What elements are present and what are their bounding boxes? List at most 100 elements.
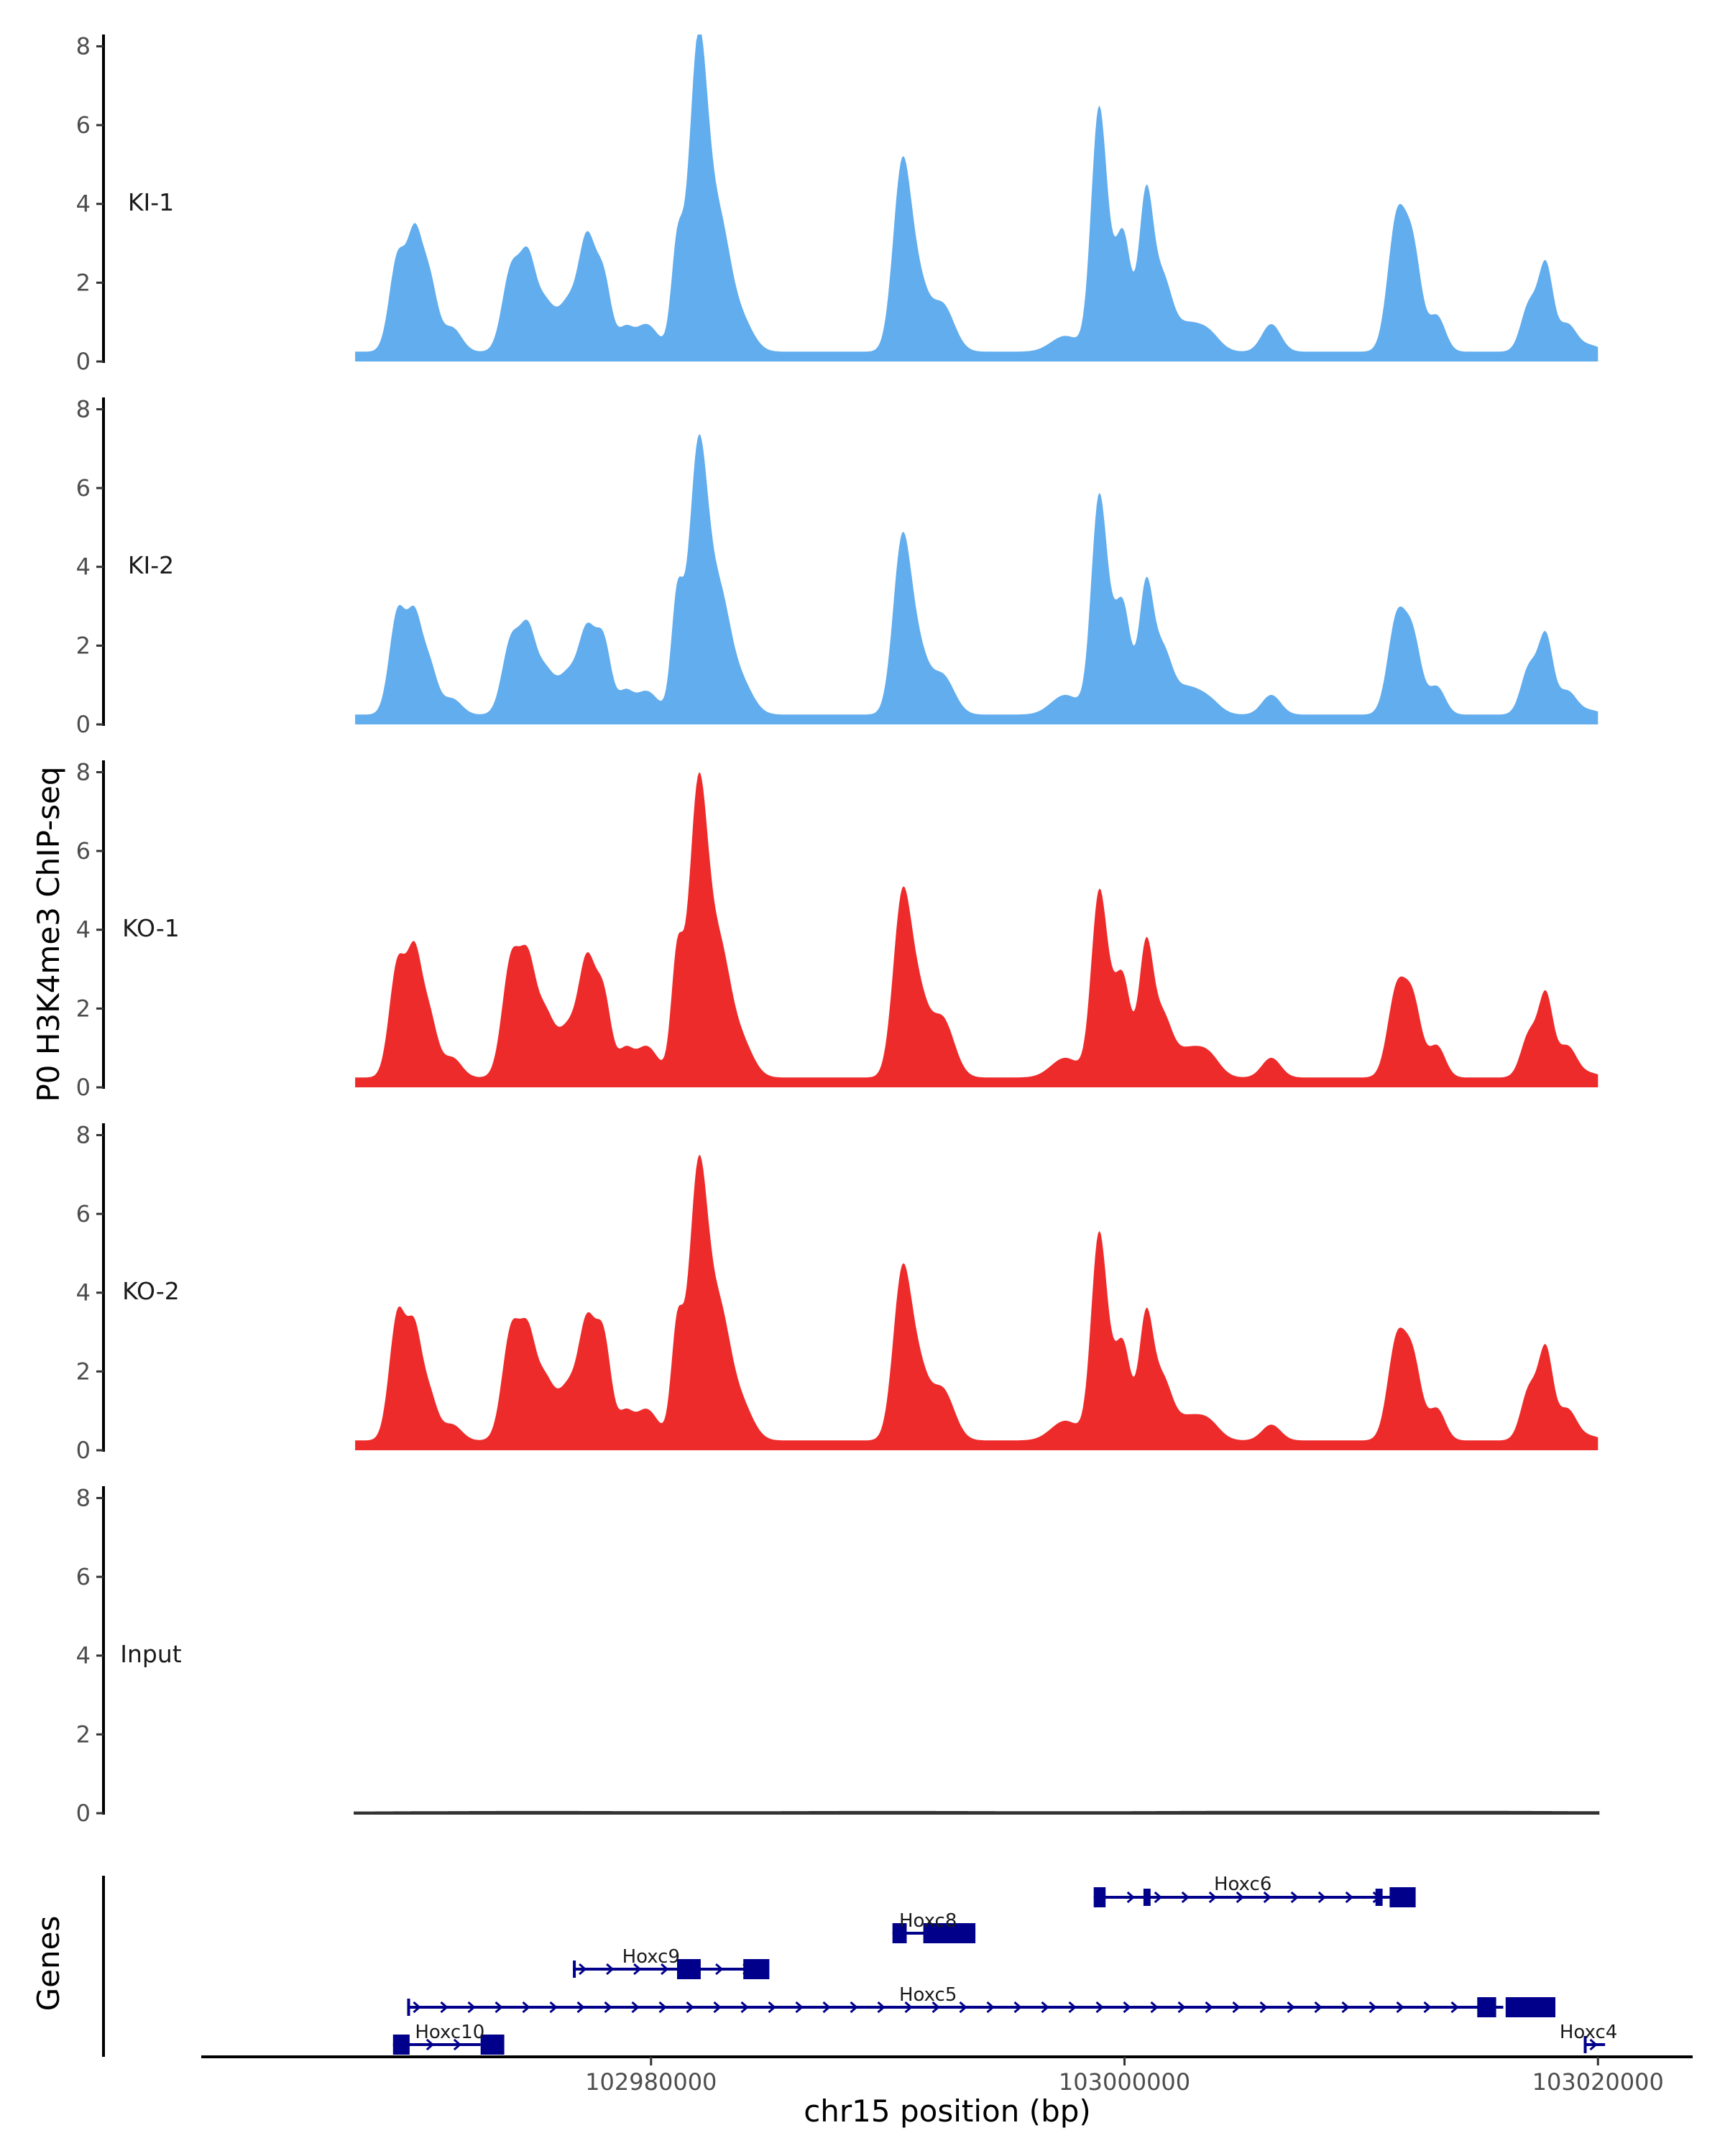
gene-hoxc5: Hoxc5 bbox=[407, 1984, 1555, 2017]
strand-arrow bbox=[1368, 2001, 1377, 2014]
track-panel-input: 0 2 4 6 8 Input bbox=[76, 1484, 1600, 1827]
strand-arrow bbox=[1236, 1891, 1244, 1904]
gene-exon bbox=[407, 1999, 410, 2016]
y-tick-label: 6 bbox=[76, 111, 91, 139]
y-tick-label: 2 bbox=[76, 632, 91, 659]
strand-arrow bbox=[1450, 2001, 1459, 2014]
y-tick-label: 2 bbox=[76, 269, 91, 296]
gene-label: Hoxc8 bbox=[899, 1910, 957, 1932]
gene-hoxc6: Hoxc6 bbox=[1093, 1874, 1416, 1907]
strand-arrow bbox=[1041, 2001, 1049, 2014]
strand-arrow bbox=[661, 1963, 669, 1976]
strand-arrow bbox=[1095, 2001, 1104, 2014]
strand-arrow bbox=[1589, 2038, 1598, 2051]
track-label: KI-2 bbox=[128, 551, 174, 579]
strand-arrow bbox=[986, 2001, 995, 2014]
gene-exon bbox=[1093, 1887, 1106, 1907]
strand-arrow bbox=[1290, 1891, 1299, 1904]
strand-arrow bbox=[453, 2038, 462, 2051]
strand-arrow bbox=[1287, 2001, 1295, 2014]
strand-arrow bbox=[686, 2001, 694, 2014]
strand-arrow bbox=[1013, 2001, 1022, 2014]
y-tick-label: 0 bbox=[76, 1437, 91, 1464]
strand-arrow bbox=[877, 2001, 886, 2014]
y-tick-label: 0 bbox=[76, 348, 91, 375]
gene-label: Hoxc5 bbox=[899, 1984, 957, 2006]
strand-arrow bbox=[1232, 2001, 1241, 2014]
y-tick-label: 8 bbox=[76, 758, 91, 786]
strand-arrow bbox=[494, 2001, 503, 2014]
gene-exon bbox=[1583, 2036, 1587, 2053]
y-tick-label: 4 bbox=[76, 190, 91, 218]
gene-exon bbox=[677, 1959, 701, 1979]
strand-arrow bbox=[1123, 2001, 1131, 2014]
gene-exon bbox=[743, 1959, 770, 1979]
gene-exon bbox=[1477, 1997, 1496, 2017]
signal-area bbox=[355, 34, 1598, 361]
y-tick-label: 6 bbox=[76, 474, 91, 502]
gene-exon bbox=[1505, 1997, 1555, 2017]
gene-exon bbox=[1389, 1887, 1416, 1907]
strand-arrow bbox=[1068, 2001, 1077, 2014]
y-tick-label: 8 bbox=[76, 32, 91, 60]
gene-exon bbox=[392, 2035, 410, 2055]
signal-area bbox=[355, 1155, 1598, 1450]
gene-exon bbox=[892, 1923, 907, 1943]
strand-arrow bbox=[658, 2001, 667, 2014]
strand-arrow bbox=[579, 1963, 587, 1976]
track-label: KO-1 bbox=[122, 914, 180, 942]
strand-arrow bbox=[904, 2001, 913, 2014]
strand-arrow bbox=[633, 1963, 642, 1976]
strand-arrow bbox=[522, 2001, 530, 2014]
strand-arrow bbox=[440, 2001, 448, 2014]
x-axis: 102980000 103000000 103020000 bbox=[201, 2055, 1693, 2096]
track-label: Input bbox=[120, 1640, 182, 1668]
signal-tracks: 0 2 4 6 8 KI-1 0 2 4 6 8 KI-2 0 2 4 6 8 KO-1 0 2 4 6 8 KO-2 0 2 4 6… bbox=[76, 32, 1600, 1827]
strand-arrow bbox=[768, 2001, 776, 2014]
track-panel-ki-2: 0 2 4 6 8 KI-2 bbox=[76, 395, 1598, 738]
strand-arrow bbox=[1341, 2001, 1350, 2014]
strand-arrow bbox=[740, 2001, 749, 2014]
strand-arrow bbox=[576, 2001, 585, 2014]
x-tick-label: 103020000 bbox=[1532, 2068, 1664, 2096]
strand-arrow bbox=[932, 2001, 940, 2014]
signal-area bbox=[355, 772, 1598, 1087]
strand-arrow bbox=[1317, 1891, 1326, 1904]
strand-arrow bbox=[795, 2001, 804, 2014]
x-axis-title: chr15 position (bp) bbox=[804, 2093, 1091, 2129]
strand-arrow bbox=[1396, 2001, 1404, 2014]
strand-arrow bbox=[1177, 2001, 1186, 2014]
gene-label: Hoxc10 bbox=[415, 2022, 484, 2043]
y-tick-label: 6 bbox=[76, 837, 91, 865]
strand-arrow bbox=[1423, 2001, 1432, 2014]
strand-arrow bbox=[549, 2001, 558, 2014]
y-tick-label: 4 bbox=[76, 916, 91, 944]
strand-arrow bbox=[1150, 2001, 1159, 2014]
y-tick-label: 8 bbox=[76, 1484, 91, 1511]
y-tick-label: 4 bbox=[76, 553, 91, 581]
y-tick-label: 6 bbox=[76, 1563, 91, 1590]
y-tick-label: 8 bbox=[76, 1121, 91, 1148]
gene-exon bbox=[1143, 1889, 1151, 1906]
track-label: KO-2 bbox=[122, 1277, 180, 1305]
strand-arrow bbox=[1345, 1891, 1353, 1904]
strand-arrow bbox=[713, 2001, 722, 2014]
gene-label: Hoxc4 bbox=[1560, 2022, 1617, 2043]
gene-exon bbox=[573, 1961, 576, 1978]
gene-hoxc4: Hoxc4 bbox=[1560, 2022, 1617, 2053]
signal-trace bbox=[354, 1810, 1600, 1815]
y-tick-label: 0 bbox=[76, 711, 91, 738]
y-tick-label: 2 bbox=[76, 995, 91, 1022]
gene-label: Hoxc9 bbox=[622, 1946, 680, 1968]
gene-hoxc10: Hoxc10 bbox=[392, 2022, 505, 2055]
strand-arrow bbox=[426, 2038, 435, 2051]
strand-arrow bbox=[715, 1963, 724, 1976]
gene-exon bbox=[1375, 1889, 1383, 1906]
y-tick-label: 8 bbox=[76, 395, 91, 423]
y-tick-label: 0 bbox=[76, 1800, 91, 1827]
x-tick-label: 103000000 bbox=[1059, 2068, 1190, 2096]
gene-hoxc8: Hoxc8 bbox=[892, 1910, 976, 1943]
strand-arrow bbox=[413, 2001, 421, 2014]
gene-hoxc9: Hoxc9 bbox=[573, 1946, 770, 1979]
